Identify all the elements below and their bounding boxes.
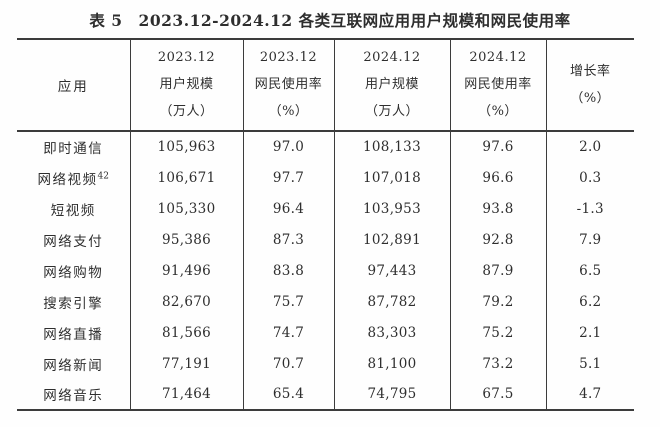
header-metric: 网民使用率 [254,77,323,92]
cell-rate-2024: 73.2 [449,348,546,379]
cell-app: 网络视频42 [17,162,130,193]
app-label: 即时通信 [43,141,104,157]
app-label: 搜索引擎 [43,295,104,312]
header-2024-user-scale: 2024.12 用户规模 （万人） [333,39,450,132]
header-app-label: 应用 [57,79,89,95]
cell-rate-2024: 97.6 [449,131,546,162]
cell-app: 网络购物 [17,255,130,286]
cell-scale-2024: 103,953 [333,193,450,224]
cell-scale-2024: 97,443 [333,255,450,286]
cell-growth: 5.1 [545,348,634,379]
header-unit: （万人） [364,104,419,119]
cell-scale-2024: 83,303 [333,317,450,348]
cell-growth: 6.2 [545,286,634,317]
cell-rate-2024: 87.9 [449,255,546,286]
header-2023-usage-rate: 2023.12 网民使用率 （%） [242,39,334,132]
header-metric: 网民使用率 [464,77,532,92]
cell-rate-2023: 74.7 [242,317,334,348]
app-label: 网络新闻 [43,357,104,374]
table-row: 搜索引擎 82,670 75.7 87,782 79.2 6.2 [17,286,634,317]
table-row: 网络音乐 71,464 65.4 74,795 67.5 4.7 [17,379,634,410]
cell-rate-2023: 75.7 [242,286,334,317]
cell-scale-2023: 77,191 [129,348,243,379]
table-row: 网络直播 81,566 74.7 83,303 75.2 2.1 [17,317,634,348]
cell-app: 网络支付 [17,224,130,255]
table-row: 短视频 105,330 96.4 103,953 93.8 -1.3 [17,193,634,224]
header-unit: （万人） [159,104,214,119]
table-row: 网络视频42 106,671 97.7 107,018 96.6 0.3 [17,162,634,193]
cell-rate-2024: 75.2 [449,317,546,348]
cell-scale-2024: 102,891 [333,224,450,255]
header-period: 2023.12 [157,50,216,65]
cell-rate-2023: 83.8 [242,255,334,286]
cell-scale-2024: 74,795 [333,379,450,410]
header-2024-usage-rate: 2024.12 网民使用率 （%） [449,39,546,132]
cell-rate-2024: 92.8 [449,224,546,255]
header-metric: 用户规模 [159,77,214,92]
cell-scale-2023: 105,330 [129,193,243,224]
cell-scale-2024: 107,018 [333,162,450,193]
cell-growth: -1.3 [545,193,634,224]
header-metric: 用户规模 [364,77,419,92]
header-row: 应用 2023.12 用户规模 （万人） 2023.12 网民使用率 （%） [17,39,634,132]
table-title: 表 5 2023.12-2024.12 各类互联网应用用户规模和网民使用率 [89,11,571,30]
cell-growth: 4.7 [545,379,634,410]
header-growth-label: 增长率 [569,63,611,79]
app-label: 网络支付 [43,233,104,250]
cell-scale-2023: 82,670 [129,286,243,317]
cell-growth: 2.1 [545,317,634,348]
cell-rate-2024: 96.6 [449,162,546,193]
cell-scale-2023: 106,671 [129,162,243,193]
cell-rate-2023: 97.0 [242,131,334,162]
cell-app: 短视频 [17,193,130,224]
app-label: 网络音乐 [43,388,104,404]
header-unit: （%） [268,104,309,119]
header-period: 2024.12 [363,50,421,65]
table-row: 网络购物 91,496 83.8 97,443 87.9 6.5 [17,255,634,286]
cell-scale-2023: 105,963 [129,131,243,162]
table-row: 即时通信 105,963 97.0 108,133 97.6 2.0 [17,131,634,162]
cell-rate-2023: 97.7 [242,162,334,193]
app-label: 网络视频 [37,171,98,188]
table-row: 网络支付 95,386 87.3 102,891 92.8 7.9 [17,224,634,255]
cell-rate-2024: 67.5 [449,379,546,410]
cell-scale-2024: 81,100 [333,348,450,379]
cell-app: 搜索引擎 [17,286,130,317]
cell-rate-2024: 93.8 [449,193,546,224]
header-period: 2023.12 [259,50,318,65]
cell-growth: 2.0 [545,131,634,162]
header-unit: （%） [478,104,518,119]
header-2023-user-scale: 2023.12 用户规模 （万人） [129,39,243,132]
cell-scale-2024: 108,133 [333,131,450,162]
cell-rate-2023: 70.7 [242,348,334,379]
header-growth-unit: （%） [570,90,611,106]
table-row: 网络新闻 77,191 70.7 81,100 73.2 5.1 [17,348,634,379]
internet-app-stats-table: 应用 2023.12 用户规模 （万人） 2023.12 网民使用率 （%） [17,38,634,411]
cell-rate-2023: 96.4 [242,193,334,224]
cell-app: 网络音乐 [17,379,130,410]
header-growth-rate: 增长率 （%） [545,39,634,132]
cell-app: 网络新闻 [17,348,130,379]
cell-scale-2023: 91,496 [129,255,243,286]
cell-growth: 7.9 [545,224,634,255]
cell-app: 网络直播 [17,317,130,348]
cell-growth: 0.3 [545,162,634,193]
cell-app: 即时通信 [17,131,130,162]
cell-scale-2023: 71,464 [129,379,243,410]
cell-rate-2024: 79.2 [449,286,546,317]
header-period: 2024.12 [469,50,527,65]
app-label: 网络购物 [43,264,104,281]
header-app: 应用 [17,39,130,132]
cell-scale-2023: 95,386 [129,224,243,255]
cell-growth: 6.5 [545,255,634,286]
app-label: 短视频 [50,202,96,219]
cell-scale-2024: 87,782 [333,286,450,317]
cell-rate-2023: 87.3 [242,224,334,255]
footnote-ref: 42 [97,171,109,181]
cell-scale-2023: 81,566 [129,317,243,348]
cell-rate-2023: 65.4 [242,379,334,410]
app-label: 网络直播 [43,326,104,343]
